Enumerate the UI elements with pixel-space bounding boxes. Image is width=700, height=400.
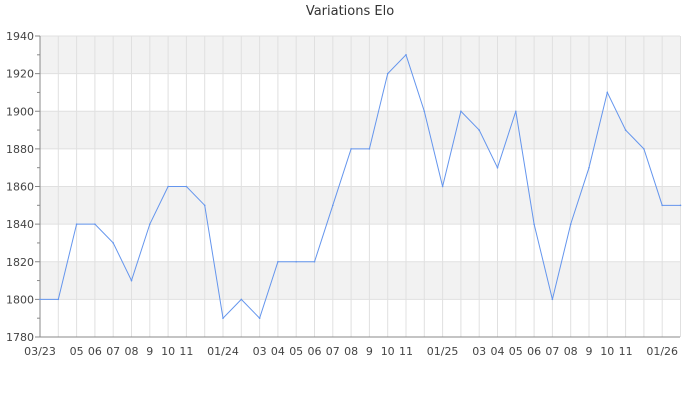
x-tick-label: 03 — [253, 345, 267, 358]
y-tick-label: 1840 — [6, 218, 34, 231]
data-point — [606, 91, 609, 94]
y-tick-label: 1800 — [6, 293, 34, 306]
grid-band — [40, 261, 680, 300]
data-point — [423, 110, 426, 113]
data-point — [350, 148, 352, 150]
y-tick-label: 1860 — [6, 181, 34, 194]
data-point — [295, 260, 298, 263]
data-point — [624, 129, 627, 131]
data-point — [185, 185, 188, 188]
data-point — [313, 260, 316, 263]
x-tick-label: 04 — [271, 345, 285, 358]
x-tick-label: 10 — [161, 345, 175, 358]
data-point — [478, 129, 481, 131]
data-point — [332, 204, 334, 207]
x-tick-label: 01/25 — [427, 345, 459, 358]
y-tick-label: 1900 — [6, 105, 34, 118]
series-line — [40, 53, 681, 320]
x-tick-label: 03/23 — [24, 345, 56, 358]
data-point — [39, 298, 41, 301]
data-point — [661, 204, 663, 207]
x-tick-label: 06 — [527, 345, 541, 358]
x-tick-label: 9 — [586, 345, 593, 358]
data-point — [533, 223, 535, 225]
y-tick-label: 1920 — [6, 68, 34, 81]
x-tick-label: 01/24 — [207, 345, 239, 358]
data-point — [368, 148, 371, 150]
x-tick-label: 01/26 — [646, 345, 678, 358]
y-tick-label: 1780 — [6, 331, 34, 344]
data-point — [441, 185, 444, 188]
x-tick-label: 9 — [146, 345, 153, 358]
x-tick-label: 05 — [509, 345, 523, 358]
data-point — [679, 204, 682, 207]
grid-band — [40, 36, 680, 74]
data-point — [240, 298, 243, 301]
x-tick-label: 9 — [366, 345, 373, 358]
data-point — [149, 223, 151, 225]
x-tick-label: 08 — [344, 345, 358, 358]
x-tick-label: 05 — [70, 345, 84, 358]
data-point — [588, 166, 590, 169]
y-tick-label: 1880 — [6, 143, 34, 156]
chart-title: Variations Elo — [305, 4, 395, 19]
data-point — [167, 185, 169, 188]
x-tick-label: 11 — [619, 345, 633, 358]
grid-band — [40, 186, 680, 225]
y-tick-label: 1820 — [6, 256, 34, 269]
x-tick-label: 05 — [289, 345, 303, 358]
x-tick-label: 08 — [564, 345, 578, 358]
grid-band — [40, 111, 680, 149]
x-tick-label: 07 — [545, 345, 559, 358]
data-point — [515, 110, 517, 113]
data-point — [277, 260, 279, 263]
x-tick-label: 03 — [472, 345, 486, 358]
data-point — [643, 148, 645, 150]
x-tick-label: 04 — [491, 345, 505, 358]
data-point — [57, 298, 60, 301]
x-tick-label: 10 — [381, 345, 395, 358]
data-point — [75, 223, 78, 225]
data-point — [112, 242, 114, 244]
x-tick-label: 11 — [179, 345, 193, 358]
data-point — [222, 317, 224, 319]
x-tick-label: 06 — [308, 345, 322, 358]
x-tick-label: 11 — [399, 345, 413, 358]
data-point — [496, 166, 499, 169]
x-tick-label: 06 — [88, 345, 102, 358]
x-tick-label: 07 — [326, 345, 340, 358]
x-tick-label: 07 — [106, 345, 120, 358]
data-point — [130, 279, 133, 282]
data-point — [203, 204, 206, 207]
x-tick-label: 10 — [600, 345, 614, 358]
data-point — [258, 317, 261, 319]
data-point — [405, 54, 407, 56]
data-point — [386, 72, 389, 75]
data-point — [94, 223, 96, 225]
data-point — [569, 223, 572, 225]
y-tick-label: 1940 — [6, 30, 34, 43]
data-point — [460, 110, 462, 113]
x-tick-label: 08 — [125, 345, 139, 358]
data-point — [551, 298, 554, 301]
